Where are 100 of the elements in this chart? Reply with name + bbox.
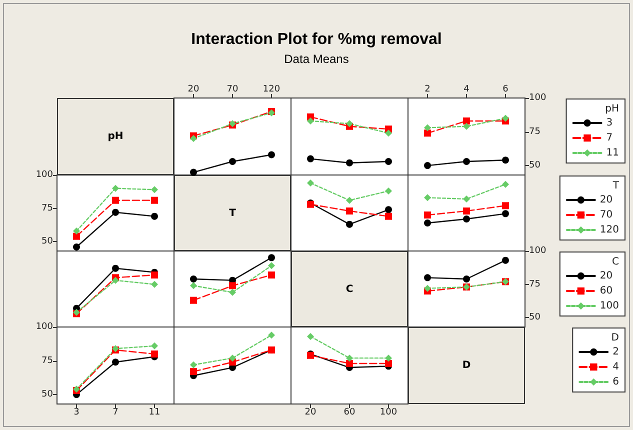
y-tick-label: 50 bbox=[42, 390, 54, 400]
point bbox=[112, 358, 119, 366]
point bbox=[268, 151, 275, 158]
x-tick-label: 4 bbox=[464, 84, 470, 94]
point bbox=[229, 158, 236, 165]
legend-label: 4 bbox=[612, 362, 620, 372]
point bbox=[73, 228, 80, 234]
point bbox=[190, 135, 197, 142]
point bbox=[190, 361, 197, 368]
point bbox=[424, 284, 431, 292]
x-tick-label: 20 bbox=[304, 408, 316, 418]
text: D bbox=[408, 327, 525, 404]
point bbox=[151, 186, 158, 194]
point bbox=[463, 158, 470, 165]
point bbox=[424, 162, 431, 170]
x-tick-label: 6 bbox=[502, 84, 509, 94]
x-tick-label: 11 bbox=[148, 408, 160, 418]
point bbox=[151, 212, 158, 220]
point bbox=[112, 276, 119, 284]
legend-label: 70 bbox=[600, 210, 613, 220]
x-tick-label: 7 bbox=[112, 408, 118, 418]
point bbox=[463, 122, 470, 130]
legend-label: 3 bbox=[606, 118, 613, 128]
point bbox=[346, 159, 353, 166]
point bbox=[73, 232, 80, 240]
point bbox=[502, 156, 509, 164]
point bbox=[502, 114, 509, 122]
legend-label: 6 bbox=[612, 376, 620, 388]
legend-label: 7 bbox=[606, 132, 613, 144]
point bbox=[190, 282, 197, 290]
y-tick-label: 75 bbox=[42, 203, 53, 214]
point bbox=[502, 202, 509, 210]
legend-title: C bbox=[612, 256, 620, 268]
x-tick-label: 2 bbox=[424, 84, 430, 94]
legend-label: 120 bbox=[600, 224, 620, 236]
text: T bbox=[174, 175, 291, 251]
legend-label: 100 bbox=[600, 300, 620, 312]
legend-label: 20 bbox=[600, 270, 613, 282]
point bbox=[307, 155, 314, 162]
point bbox=[385, 206, 392, 214]
y-tick-label: 100 bbox=[529, 246, 546, 256]
point bbox=[463, 216, 470, 222]
legend-label: 2 bbox=[612, 346, 620, 358]
point bbox=[424, 220, 431, 226]
point bbox=[229, 282, 236, 290]
point bbox=[73, 244, 80, 250]
y-tick-label: 75 bbox=[529, 126, 540, 137]
point bbox=[307, 332, 314, 340]
point bbox=[385, 188, 392, 194]
legend-title: pH bbox=[605, 104, 620, 114]
point bbox=[229, 288, 236, 296]
legend-label: 20 bbox=[600, 194, 613, 206]
text: C bbox=[291, 251, 408, 327]
point bbox=[268, 332, 275, 339]
point bbox=[502, 256, 509, 264]
point bbox=[112, 208, 119, 216]
point bbox=[307, 117, 314, 124]
point bbox=[151, 342, 158, 350]
legend-label: 11 bbox=[606, 148, 620, 158]
point bbox=[307, 180, 314, 186]
point bbox=[268, 262, 275, 270]
point bbox=[463, 208, 470, 214]
point bbox=[190, 296, 197, 304]
y-tick-label: 75 bbox=[42, 356, 53, 366]
x-tick-label: 120 bbox=[262, 84, 280, 94]
point bbox=[463, 196, 470, 202]
point bbox=[385, 360, 392, 367]
point bbox=[385, 212, 392, 220]
legend-label: 60 bbox=[600, 286, 613, 296]
point bbox=[502, 210, 509, 218]
point bbox=[112, 264, 119, 272]
point bbox=[268, 254, 275, 262]
point bbox=[346, 208, 353, 214]
x-tick-label: 20 bbox=[188, 84, 200, 94]
point bbox=[424, 274, 431, 282]
y-tick-label: 50 bbox=[42, 236, 54, 247]
point bbox=[229, 354, 236, 362]
legend-title: T bbox=[612, 180, 620, 192]
point bbox=[502, 180, 509, 188]
point bbox=[112, 196, 119, 204]
point bbox=[151, 272, 158, 278]
text: Interaction Plot for %mg removal bbox=[190, 31, 443, 49]
point bbox=[424, 130, 431, 137]
point bbox=[424, 194, 431, 202]
point bbox=[190, 368, 197, 376]
x-tick-label: 60 bbox=[344, 408, 356, 418]
point bbox=[463, 117, 470, 124]
point bbox=[463, 276, 470, 282]
point bbox=[424, 124, 431, 132]
point bbox=[346, 196, 353, 204]
point bbox=[346, 120, 353, 128]
text: Data Means bbox=[283, 52, 350, 66]
y-tick-label: 50 bbox=[529, 160, 541, 171]
point bbox=[112, 184, 119, 192]
point bbox=[268, 272, 275, 278]
point bbox=[190, 276, 197, 282]
y-tick-label: 100 bbox=[36, 322, 54, 332]
point bbox=[346, 220, 353, 228]
point bbox=[190, 168, 197, 176]
x-tick-label: 100 bbox=[380, 408, 398, 418]
